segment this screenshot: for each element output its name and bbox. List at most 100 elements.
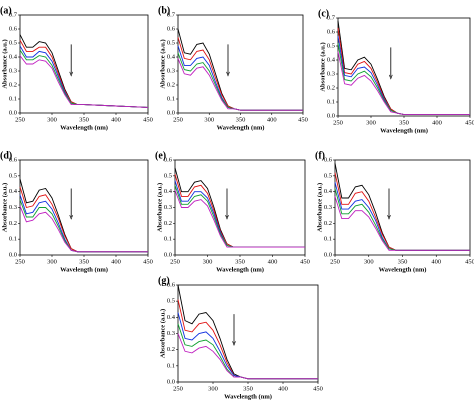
y-tick-label: 0.0 — [327, 112, 335, 119]
x-tick-label: 250 — [15, 116, 25, 123]
x-tick-label: 250 — [170, 258, 180, 265]
x-tick-label: 400 — [111, 258, 121, 265]
spectrum-line — [177, 284, 318, 380]
x-axis-label: Wavelength (nm) — [60, 124, 108, 131]
plot-frame — [337, 17, 471, 117]
y-tick-label: 0.7 — [327, 14, 336, 21]
y-tick-label: 0.6 — [9, 156, 18, 163]
x-tick-label: 350 — [79, 116, 89, 123]
x-axis-label: Wavelength (nm) — [379, 266, 427, 273]
y-tick-label: 0.5 — [164, 172, 172, 179]
x-tick-label: 300 — [47, 116, 57, 123]
x-axis-label: Wavelength (nm) — [224, 393, 272, 400]
x-tick-label: 300 — [203, 258, 213, 265]
x-tick-label: 300 — [204, 116, 214, 123]
plot-frame — [334, 159, 471, 256]
spectrum-line — [337, 36, 470, 116]
spectrum-line — [174, 185, 305, 248]
panel-label: (c) — [318, 8, 329, 19]
x-tick-label: 450 — [143, 116, 153, 123]
x-tick-label: 450 — [143, 258, 153, 265]
x-axis-label: Wavelength (nm) — [216, 266, 264, 273]
panel-label: (b) — [158, 5, 170, 16]
y-tick-label: 0.1 — [167, 95, 175, 102]
x-tick-label: 450 — [313, 385, 323, 392]
y-tick-label: 0.1 — [9, 236, 17, 243]
y-axis-label: Absorbance (a.u.) — [319, 42, 326, 91]
y-tick-label: 0.2 — [167, 346, 175, 353]
spectrum-line — [174, 167, 305, 248]
y-tick-label: 0.1 — [167, 362, 175, 369]
spectrum-line — [177, 52, 303, 111]
x-tick-label: 250 — [173, 385, 183, 392]
y-tick-label: 0.7 — [9, 11, 18, 18]
y-tick-label: 0.0 — [164, 251, 172, 258]
y-tick-label: 0.2 — [327, 84, 335, 91]
x-tick-label: 450 — [300, 258, 310, 265]
y-tick-label: 0.2 — [324, 220, 332, 227]
y-tick-label: 0.4 — [9, 188, 18, 195]
spectrum-line — [174, 180, 305, 248]
x-tick-label: 400 — [111, 116, 121, 123]
spectrum-line — [177, 333, 318, 380]
spectrum-line — [19, 55, 149, 108]
y-tick-label: 0.3 — [9, 204, 17, 211]
y-tick-label: 0.4 — [167, 53, 176, 60]
x-tick-label: 300 — [208, 385, 218, 392]
x-tick-label: 250 — [15, 258, 25, 265]
spectrum-line — [19, 205, 148, 253]
y-tick-label: 0.3 — [167, 330, 175, 337]
spectrum-line — [334, 196, 470, 251]
spectrum-line — [337, 51, 470, 116]
spectrum-line — [177, 323, 318, 380]
spectrum-line — [177, 299, 318, 380]
spectrum-line — [337, 27, 470, 116]
spectrum-line — [174, 174, 305, 248]
y-tick-label: 0.6 — [167, 281, 176, 288]
y-tick-label: 0.0 — [324, 251, 332, 258]
y-tick-label: 0.6 — [324, 156, 333, 163]
x-axis-label: Wavelength (nm) — [60, 266, 108, 273]
x-tick-label: 450 — [298, 116, 308, 123]
x-tick-label: 350 — [235, 258, 245, 265]
x-tick-label: 300 — [366, 119, 376, 126]
trend-arrow-head — [225, 214, 229, 220]
y-tick-label: 0.4 — [324, 188, 333, 195]
spectrum-line — [334, 188, 470, 251]
y-tick-label: 0.6 — [167, 25, 176, 32]
y-tick-label: 0.1 — [9, 95, 17, 102]
panel-label: (d) — [0, 150, 12, 161]
x-tick-label: 350 — [399, 119, 409, 126]
x-tick-label: 400 — [267, 116, 277, 123]
panel-label: (e) — [155, 150, 166, 161]
y-tick-label: 0.3 — [167, 67, 175, 74]
spectrum-line — [177, 45, 303, 111]
x-tick-label: 400 — [432, 119, 442, 126]
y-tick-label: 0.3 — [324, 204, 332, 211]
y-tick-label: 0.1 — [324, 236, 332, 243]
y-tick-label: 0.5 — [9, 39, 17, 46]
y-tick-label: 0.1 — [164, 236, 172, 243]
y-tick-label: 0.0 — [9, 109, 17, 116]
spectrum-line — [334, 172, 470, 251]
y-axis-label: Absorbance (a.u.) — [159, 309, 166, 358]
trend-arrow-head — [69, 71, 73, 77]
y-tick-label: 0.3 — [9, 67, 17, 74]
x-axis-label: Wavelength (nm) — [217, 124, 265, 131]
y-tick-label: 0.0 — [167, 378, 175, 385]
y-tick-label: 0.3 — [327, 70, 335, 77]
x-tick-label: 350 — [243, 385, 253, 392]
y-tick-label: 0.2 — [167, 81, 175, 88]
y-tick-label: 0.2 — [9, 81, 17, 88]
spectrum-line — [337, 43, 470, 116]
x-tick-label: 250 — [330, 258, 340, 265]
spectrum-line — [334, 163, 470, 251]
x-tick-label: 250 — [333, 119, 343, 126]
plot-frame — [174, 159, 306, 256]
spectrum-line — [334, 182, 470, 251]
spectrum-line — [177, 58, 303, 111]
x-tick-label: 400 — [431, 258, 441, 265]
x-tick-label: 350 — [79, 258, 89, 265]
x-tick-label: 450 — [465, 258, 474, 265]
